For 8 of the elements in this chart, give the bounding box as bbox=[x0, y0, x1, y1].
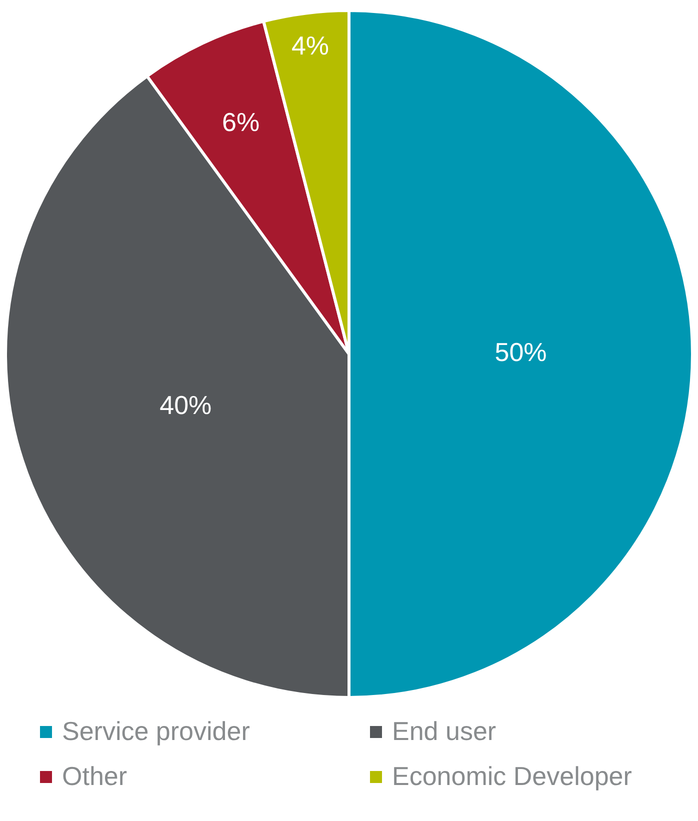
legend-label: Economic Developer bbox=[392, 761, 632, 792]
data-label: 50% bbox=[494, 337, 547, 368]
legend-label: Service provider bbox=[62, 716, 250, 747]
data-label: 4% bbox=[291, 30, 330, 60]
legend-label: End user bbox=[392, 716, 496, 747]
data-label: 40% bbox=[160, 390, 212, 420]
data-label: 6% bbox=[222, 107, 260, 138]
legend-label: Other bbox=[62, 761, 128, 792]
